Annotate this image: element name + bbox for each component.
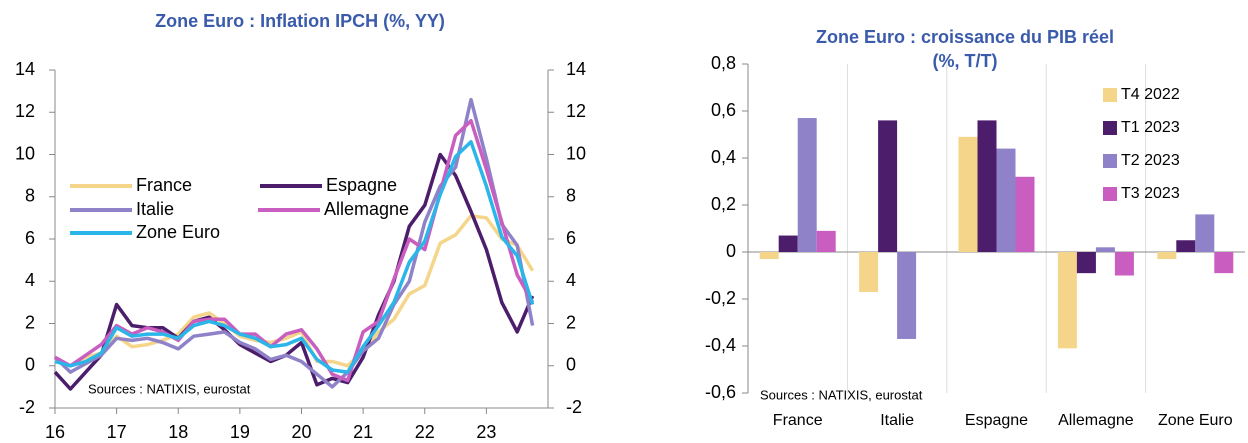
x-tick-label: 23 — [476, 422, 496, 442]
bar — [859, 252, 879, 292]
bar — [878, 120, 898, 253]
x-tick-label: Allemagne — [1058, 412, 1134, 429]
series-line — [53, 97, 535, 389]
chart-title: Zone Euro : croissance du PIB réel — [816, 27, 1114, 47]
legend-label: T3 2023 — [1121, 185, 1180, 202]
y-tick-label: 0,8 — [711, 53, 736, 73]
bar — [816, 230, 836, 252]
bar — [958, 136, 978, 252]
chart-subtitle: (%, T/T) — [933, 51, 998, 71]
y-tick-label: 0,4 — [711, 147, 736, 167]
bar — [1214, 252, 1234, 274]
bar — [1015, 176, 1035, 252]
source-note: Sources : NATIXIS, eurostat — [88, 381, 251, 396]
legend-swatch — [1103, 88, 1117, 102]
bar — [977, 120, 997, 253]
y-tick-label: -0,4 — [705, 335, 736, 355]
x-tick-label: 19 — [230, 422, 250, 442]
legend-label: T2 2023 — [1121, 152, 1180, 169]
series-line — [54, 214, 535, 368]
y-tick-label: 10 — [15, 143, 35, 163]
bar — [797, 118, 817, 252]
x-tick-label: 22 — [415, 422, 435, 442]
legend-swatch — [1103, 154, 1117, 168]
source-note: Sources : NATIXIS, eurostat — [760, 387, 923, 402]
y-tick-label: 2 — [25, 312, 35, 332]
legend-label: France — [136, 175, 192, 195]
x-tick-label: 21 — [353, 422, 373, 442]
bar — [1195, 214, 1215, 252]
x-tick-label: 17 — [107, 422, 127, 442]
legend-swatch — [1103, 187, 1117, 201]
y2-tick-label: 10 — [566, 143, 586, 163]
chart-title: Zone Euro : Inflation IPCH (%, YY) — [155, 11, 445, 31]
y-tick-label: 14 — [15, 59, 35, 79]
x-tick-label: 20 — [291, 422, 311, 442]
bar — [759, 252, 779, 260]
y-tick-label: 0 — [726, 241, 736, 261]
legend-label: T4 2022 — [1121, 86, 1180, 103]
x-tick-label: France — [773, 412, 823, 429]
y-tick-label: -2 — [19, 397, 35, 417]
y-tick-label: 0,6 — [711, 100, 736, 120]
series-line — [54, 140, 535, 374]
legend-label: Espagne — [326, 175, 397, 195]
bar — [1157, 252, 1177, 260]
y-tick-label: 0,2 — [711, 194, 736, 214]
y2-tick-label: 8 — [566, 186, 576, 206]
y2-tick-label: 2 — [566, 312, 576, 332]
y-tick-label: 6 — [25, 228, 35, 248]
series-line — [53, 152, 535, 391]
y-tick-label: 0 — [25, 355, 35, 375]
legend-label: Zone Euro — [136, 222, 220, 242]
legend-label: Allemagne — [324, 199, 409, 219]
series-line — [54, 118, 535, 383]
x-tick-label: 16 — [45, 422, 65, 442]
y-tick-label: 12 — [15, 101, 35, 121]
y2-tick-label: 14 — [566, 59, 586, 79]
y-tick-label: 8 — [25, 186, 35, 206]
y2-tick-label: 0 — [566, 355, 576, 375]
legend-label: T1 2023 — [1121, 119, 1180, 136]
y2-tick-label: -2 — [566, 397, 582, 417]
x-tick-label: Espagne — [965, 412, 1028, 429]
bar — [1176, 240, 1196, 252]
y-tick-label: 4 — [25, 270, 35, 290]
y2-tick-label: 12 — [566, 101, 586, 121]
y2-tick-label: 6 — [566, 228, 576, 248]
y-tick-label: -0,6 — [705, 382, 736, 402]
bar — [1057, 252, 1077, 349]
bar — [1114, 252, 1134, 276]
x-tick-label: Italie — [880, 412, 914, 429]
bar — [897, 252, 917, 339]
bar — [1076, 252, 1096, 274]
bar — [778, 235, 798, 252]
bar — [996, 148, 1016, 252]
y-tick-label: -0,2 — [705, 288, 736, 308]
x-tick-label: Zone Euro — [1158, 412, 1233, 429]
legend-swatch — [1103, 121, 1117, 135]
y2-tick-label: 4 — [566, 270, 576, 290]
legend-label: Italie — [136, 199, 174, 219]
x-tick-label: 18 — [168, 422, 188, 442]
bar — [1095, 247, 1115, 252]
